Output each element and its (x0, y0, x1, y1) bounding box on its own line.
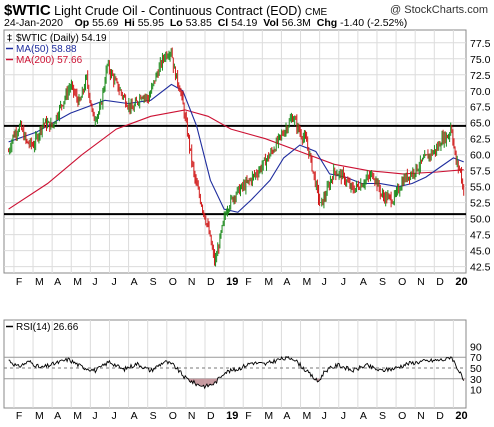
rsi-x-label: J (341, 410, 346, 422)
close-label: Cl (217, 17, 229, 29)
price-tick-label: 55.0 (470, 182, 491, 194)
price-x-label: D (207, 276, 215, 288)
rsi-x-label: 20 (455, 410, 467, 422)
price-x-label: A (131, 276, 138, 288)
rsi-x-label: A (54, 410, 61, 422)
rsi-x-label: F (245, 410, 251, 422)
rsi-line (8, 355, 465, 390)
price-x-label: N (188, 276, 196, 288)
change-label: Chg (316, 17, 338, 29)
price-tick-label: 67.5 (470, 102, 491, 114)
copyright-label: @ StockCharts.com (390, 4, 488, 16)
price-x-label: A (360, 276, 367, 288)
stats-row: 24-Jan-2020 Op 55.69 Hi 55.95 Lo 53.85 C… (4, 17, 407, 29)
rsi-legend-label: RSI(14) 26.66 (16, 322, 79, 333)
open-label: Op (74, 17, 90, 29)
rsi-x-label: A (360, 410, 367, 422)
symbol-label: $WTIC (4, 2, 51, 19)
rsi-x-label: S (150, 410, 157, 422)
rsi-x-label: J (92, 410, 97, 422)
rsi-x-label: N (417, 410, 425, 422)
price-x-label: M (73, 276, 82, 288)
rsi-x-label: F (16, 410, 22, 422)
price-x-label: F (16, 276, 22, 288)
high-label: Hi (124, 17, 135, 29)
close-value: 54.19 (231, 17, 258, 29)
price-x-label: 19 (226, 276, 238, 288)
price-x-label: A (54, 276, 61, 288)
price-x-label: J (92, 276, 97, 288)
rsi-tick-label: 50 (470, 363, 482, 375)
rsi-x-label: S (379, 410, 386, 422)
price-x-label: O (398, 276, 406, 288)
legend-label: $WTIC (Daily) 54.19 (16, 33, 107, 44)
price-x-label: D (436, 276, 444, 288)
candle-icon: ‡ (7, 33, 12, 44)
price-tick-label: 52.5 (470, 198, 491, 210)
price-tick-label: 70.0 (470, 86, 491, 98)
price-tick-label: 65.0 (470, 118, 491, 130)
open-value: 55.69 (92, 17, 119, 29)
rsi-x-label: J (111, 410, 116, 422)
exchange-label: CME (304, 7, 328, 18)
price-x-label: S (379, 276, 386, 288)
price-x-label: A (283, 276, 290, 288)
price-tick-label: 62.5 (470, 134, 491, 146)
price-x-label: 20 (455, 276, 467, 288)
rsi-x-label: M (73, 410, 82, 422)
rsi-x-label: N (188, 410, 196, 422)
rsi-x-label: M (35, 410, 44, 422)
price-x-label: J (111, 276, 116, 288)
price-tick-label: 57.5 (470, 166, 491, 178)
price-tick-label: 72.5 (470, 70, 491, 82)
low-value: 53.85 (185, 17, 212, 29)
volume-value: 56.3M (281, 17, 311, 29)
price-tick-label: 45.0 (470, 246, 491, 258)
price-tick-label: 47.5 (470, 230, 491, 242)
price-x-label: S (150, 276, 157, 288)
price-x-label: O (169, 276, 177, 288)
price-tick-label: 77.5 (470, 38, 491, 50)
ma200-line (8, 109, 464, 210)
price-tick-label: 42.5 (470, 262, 491, 274)
price-tick-label: 75.0 (470, 54, 491, 66)
price-x-label: N (417, 276, 425, 288)
date-label: 24-Jan-2020 (4, 17, 63, 29)
rsi-x-label: M (264, 410, 273, 422)
rsi-tick-label: 30 (470, 374, 482, 386)
price-x-label: J (341, 276, 346, 288)
rsi-tick-label: 70 (470, 352, 482, 364)
price-panel-frame (3, 29, 467, 274)
rsi-tick-label: 10 (470, 385, 482, 397)
change-value: -1.40 (-2.52%) (340, 17, 408, 29)
rsi-x-label: M (303, 410, 312, 422)
high-value: 55.95 (137, 17, 164, 29)
rsi-tick-label: 90 (470, 341, 482, 353)
rsi-panel-frame (3, 319, 467, 409)
low-label: Lo (169, 17, 183, 29)
price-tick-label: 50.0 (470, 214, 491, 226)
price-x-label: F (245, 276, 251, 288)
rsi-x-label: J (322, 410, 327, 422)
chart-title: $WTIC Light Crude Oil - Continuous Contr… (4, 2, 327, 19)
rsi-x-label: D (207, 410, 215, 422)
rsi-x-label: 19 (226, 410, 238, 422)
price-x-label: M (264, 276, 273, 288)
rsi-x-label: O (169, 410, 177, 422)
description-label: Light Crude Oil - Continuous Contract (E… (54, 4, 302, 18)
rsi-x-label: O (398, 410, 406, 422)
price-x-label: M (303, 276, 312, 288)
volume-label: Vol (263, 17, 279, 29)
price-x-label: J (322, 276, 327, 288)
price-x-label: M (35, 276, 44, 288)
rsi-x-label: A (283, 410, 290, 422)
legend-label: MA(200) 57.66 (16, 55, 83, 66)
legend-label: MA(50) 58.88 (16, 44, 77, 55)
rsi-x-label: A (131, 410, 138, 422)
rsi-x-label: D (436, 410, 444, 422)
price-tick-label: 60.0 (470, 150, 491, 162)
